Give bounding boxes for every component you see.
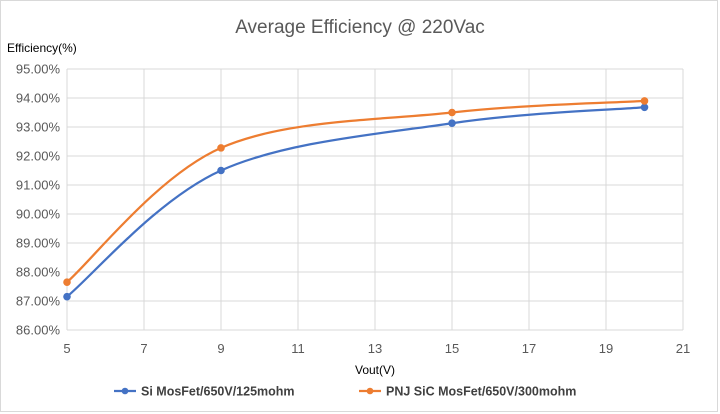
legend-marker	[121, 387, 129, 395]
series-0	[63, 103, 649, 301]
y-tick-label: 91.00%	[16, 178, 61, 193]
y-tick-label: 87.00%	[16, 294, 61, 309]
y-tick-label: 92.00%	[16, 149, 61, 164]
legend-label: PNJ SiC MosFet/650V/300mohm	[386, 385, 576, 399]
data-point-marker	[448, 119, 456, 128]
series-line	[65, 99, 646, 284]
series-lines	[63, 97, 649, 301]
gridlines	[66, 68, 684, 331]
data-point-marker	[217, 166, 225, 175]
x-tick-label: 17	[522, 341, 536, 356]
legend-item: PNJ SiC MosFet/650V/300mohm	[359, 385, 576, 399]
data-point-marker	[448, 108, 456, 117]
legend-marker	[366, 387, 374, 395]
y-tick-label: 89.00%	[16, 236, 61, 251]
x-tick-label: 13	[368, 341, 382, 356]
x-tick-label: 19	[599, 341, 613, 356]
data-point-marker	[63, 292, 71, 301]
y-tick-label: 93.00%	[16, 120, 61, 135]
legend-item: Si MosFet/650V/125mohm	[114, 385, 295, 399]
x-tick-label: 9	[217, 341, 224, 356]
series-line	[65, 106, 646, 298]
x-tick-label: 5	[63, 341, 70, 356]
y-tick-label: 95.00%	[16, 62, 61, 77]
y-tick-label: 94.00%	[16, 91, 61, 106]
series-1	[63, 97, 649, 286]
data-point-marker	[217, 144, 225, 152]
chart-title: Average Efficiency @ 220Vac	[235, 17, 485, 38]
y-axis-ticks: 86.00% 87.00% 88.00% 89.00% 90.00% 91.00% 92.0…	[16, 62, 61, 338]
legend-label: Si MosFet/650V/125mohm	[141, 385, 295, 399]
x-tick-label: 7	[140, 341, 147, 356]
y-tick-label: 88.00%	[16, 265, 61, 280]
data-point-marker	[640, 97, 649, 105]
data-point-marker	[640, 103, 649, 112]
y-tick-label: 90.00%	[16, 207, 61, 222]
y-axis-title: Efficiency(%)	[7, 41, 77, 55]
data-point-marker	[63, 278, 71, 286]
x-tick-label: 21	[676, 341, 690, 356]
legend: Si MosFet/650V/125mohm PNJ SiC MosFet/650…	[114, 385, 576, 399]
x-axis-ticks: 5 7 9 11 13 15 17 19 21	[63, 341, 690, 356]
x-tick-label: 15	[445, 341, 459, 356]
x-axis-title: Vout(V)	[355, 363, 395, 377]
x-tick-label: 11	[291, 341, 305, 356]
y-tick-label: 86.00%	[16, 323, 61, 338]
